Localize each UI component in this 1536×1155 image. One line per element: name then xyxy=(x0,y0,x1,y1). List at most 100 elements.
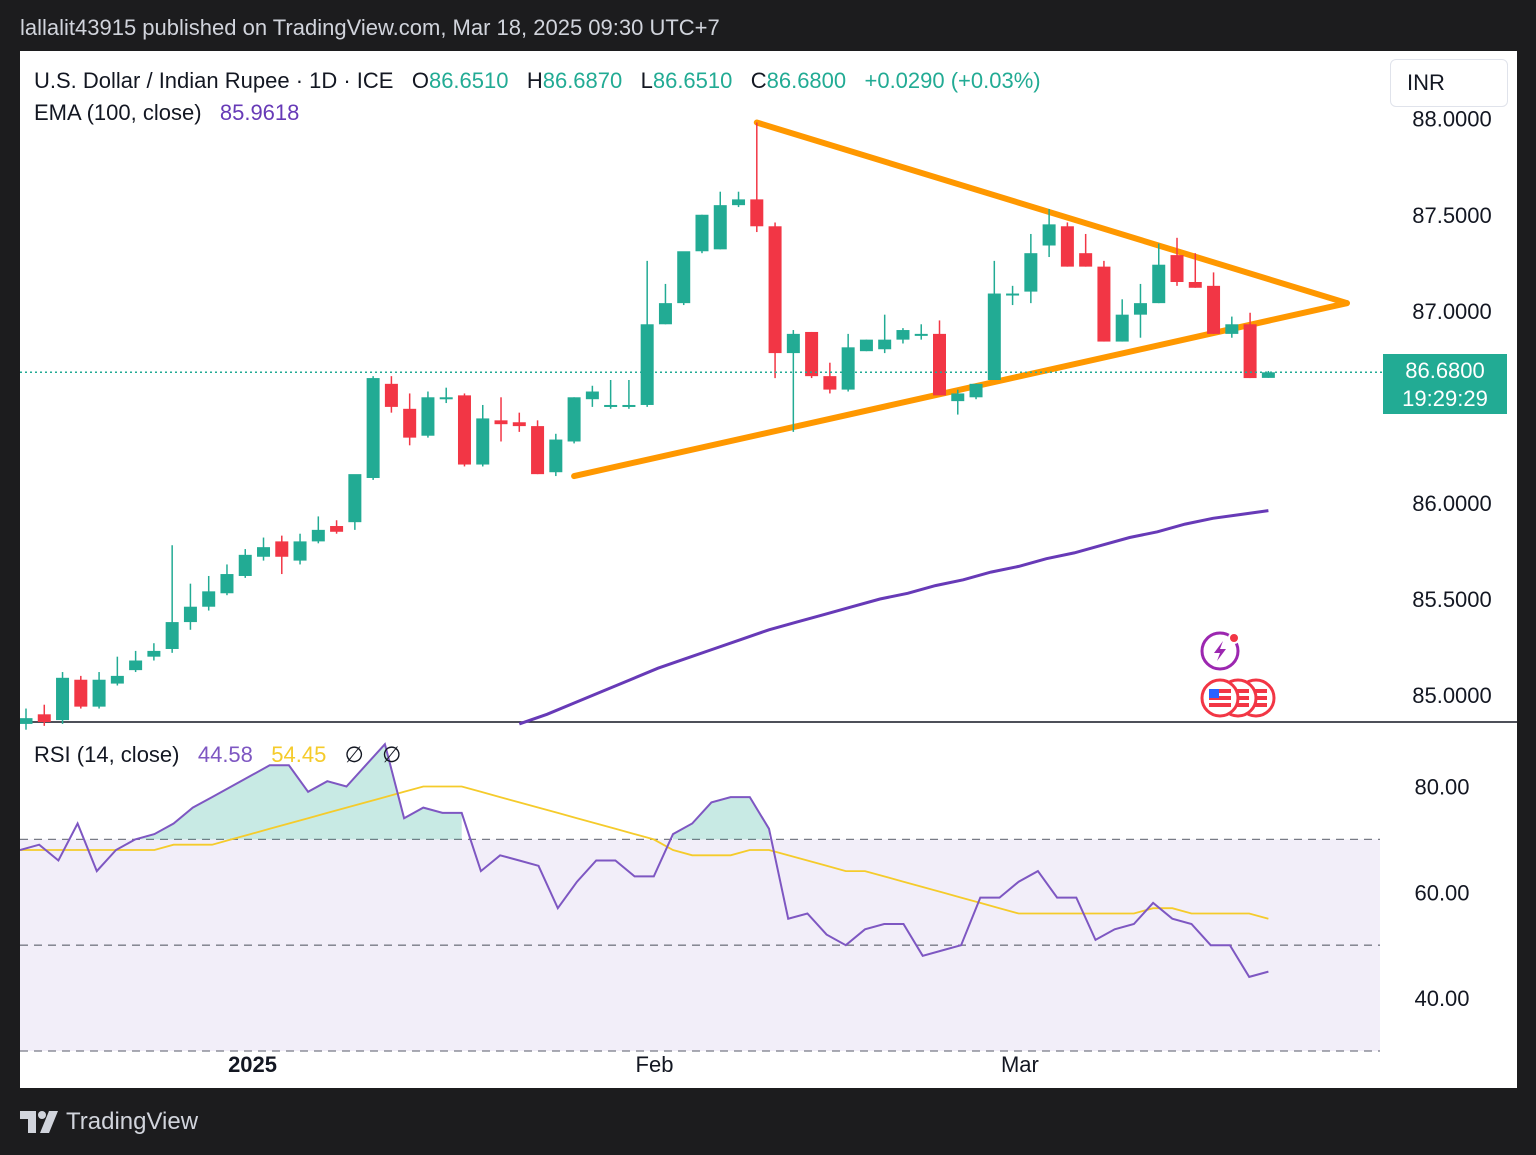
time-axis[interactable]: 2025 Feb Mar xyxy=(228,1052,1039,1077)
open-label: O xyxy=(411,68,429,93)
candle-body xyxy=(92,679,106,707)
candle-body xyxy=(987,293,1001,380)
candle-body xyxy=(1115,314,1129,342)
chart-canvas[interactable]: 85.0000 85.5000 86.0000 87.0000 87.5000 88.00… xyxy=(20,51,1517,1088)
rsi-label: RSI (14, close) xyxy=(34,742,180,767)
candle-body xyxy=(859,339,873,352)
ema-series xyxy=(518,509,1269,726)
price-tick-label: 88.0000 xyxy=(1412,107,1492,132)
candle-body xyxy=(622,404,636,407)
candle-body xyxy=(677,251,691,304)
candle-body xyxy=(750,199,764,227)
symbol-title[interactable]: U.S. Dollar / Indian Rupee · 1D · ICE xyxy=(34,68,394,93)
candle-body xyxy=(585,391,599,400)
candle-body xyxy=(494,420,508,425)
candle-body xyxy=(147,650,161,657)
ema-line xyxy=(518,509,1269,726)
price-tick-label: 87.5000 xyxy=(1412,203,1492,228)
candle-body xyxy=(658,303,672,325)
candle-body xyxy=(1006,293,1020,296)
chart-frame: 85.0000 85.5000 86.0000 87.0000 87.5000 88.00… xyxy=(20,51,1517,1088)
candle-body xyxy=(257,547,271,557)
candle-body xyxy=(1225,324,1239,334)
candle-body xyxy=(1261,372,1275,378)
rsi-value: 44.58 xyxy=(197,742,253,767)
candle-body xyxy=(330,526,344,532)
candle-body xyxy=(713,205,727,250)
candle-body xyxy=(439,397,453,400)
candle-body xyxy=(20,718,33,724)
triangle-upper-trendline[interactable] xyxy=(753,119,1350,307)
candle-body xyxy=(604,404,618,407)
candle-body xyxy=(457,395,471,465)
candle-body xyxy=(512,422,526,427)
candle-body xyxy=(805,331,819,377)
rsi-overbought-fill xyxy=(673,797,769,840)
candle-body xyxy=(1042,224,1056,246)
candle-body xyxy=(1170,255,1184,283)
na-value-2: ∅ xyxy=(382,742,402,767)
close-value: 86.6800 xyxy=(766,68,847,93)
candle-body xyxy=(567,397,581,442)
time-tick-label: 2025 xyxy=(228,1052,277,1077)
candle-body xyxy=(1133,303,1147,315)
candle-body xyxy=(183,606,197,623)
time-tick-label: Mar xyxy=(1001,1052,1039,1077)
candlestick-series xyxy=(20,122,1275,730)
candle-body xyxy=(823,376,837,390)
candle-body xyxy=(1243,324,1257,379)
rsi-axis[interactable]: 40.00 60.00 80.00 xyxy=(1414,774,1469,1011)
candle-body xyxy=(1097,266,1111,342)
last-price-value: 86.6800 xyxy=(1405,358,1485,383)
candle-body xyxy=(732,199,746,206)
candle-body xyxy=(531,426,545,475)
tradingview-logo[interactable]: TradingView xyxy=(20,1108,198,1136)
main-legend: U.S. Dollar / Indian Rupee · 1D · ICE O8… xyxy=(34,68,1041,94)
candle-body xyxy=(366,378,380,478)
candle-body xyxy=(768,226,782,354)
price-axis[interactable]: 85.0000 85.5000 86.0000 87.0000 87.5000 88.00… xyxy=(1412,107,1492,708)
rsi-guide-lines xyxy=(20,838,1380,1052)
price-tick-label: 87.0000 xyxy=(1412,299,1492,324)
candle-body xyxy=(1152,264,1166,304)
candle-body xyxy=(348,474,362,523)
time-tick-label: Feb xyxy=(636,1052,674,1077)
price-tick-label: 85.0000 xyxy=(1412,683,1492,708)
rsi-tick-label: 60.00 xyxy=(1414,880,1469,905)
candle-body xyxy=(1079,253,1093,267)
last-price-tag: 86.6800 19:29:29 xyxy=(1383,354,1507,414)
flash-event-icon[interactable] xyxy=(1200,631,1240,671)
candle-body xyxy=(311,529,325,542)
ema-legend[interactable]: EMA (100, close) 85.9618 xyxy=(34,100,299,126)
rsi-line xyxy=(20,742,1269,979)
candle-body xyxy=(37,714,51,722)
candle-body xyxy=(1024,253,1038,292)
price-tick-label: 86.0000 xyxy=(1412,491,1492,516)
candle-body xyxy=(403,408,417,438)
open-value: 86.6510 xyxy=(428,68,509,93)
low-value: 86.6510 xyxy=(652,68,733,93)
rsi-legend[interactable]: RSI (14, close) 44.58 54.45 ∅ ∅ xyxy=(34,742,401,768)
rsi-ma-line xyxy=(20,785,1269,920)
rsi-ma-value: 54.45 xyxy=(271,742,327,767)
rsi-overbought-fill xyxy=(135,744,462,840)
candle-body xyxy=(275,541,289,557)
ema-label: EMA (100, close) xyxy=(34,100,202,125)
candle-body xyxy=(293,541,307,561)
candle-body xyxy=(640,324,654,405)
candle-body xyxy=(841,347,855,390)
us-flag-event-icon[interactable] xyxy=(1200,678,1276,718)
candle-body xyxy=(129,660,143,671)
candle-body xyxy=(165,622,179,649)
price-tick-label: 85.5000 xyxy=(1412,587,1492,612)
candle-body xyxy=(1060,226,1074,267)
currency-button[interactable]: INR xyxy=(1390,59,1508,107)
candle-body xyxy=(74,679,88,707)
close-label: C xyxy=(750,68,767,93)
change-value: +0.0290 (+0.03%) xyxy=(864,68,1041,93)
candle-body xyxy=(1207,285,1221,334)
na-value-1: ∅ xyxy=(344,742,364,767)
publisher-credit: lallalit43915 published on TradingView.c… xyxy=(20,15,720,40)
high-value: 86.6870 xyxy=(542,68,623,93)
high-label: H xyxy=(526,68,543,93)
